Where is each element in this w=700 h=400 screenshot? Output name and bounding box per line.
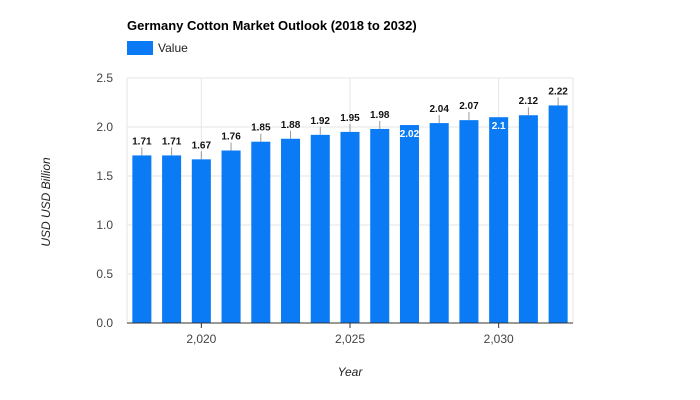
data-label: 2.07 xyxy=(459,101,479,112)
chart-title: Germany Cotton Market Outlook (2018 to 2… xyxy=(127,18,417,33)
x-axis-title: Year xyxy=(338,365,364,379)
y-tick-label: 0.0 xyxy=(96,316,113,330)
bars xyxy=(132,105,568,324)
axes: 0.0 0.5 1.0 1.5 2.0 2.5 2,020 2,025 2,030 xyxy=(96,71,573,346)
bar xyxy=(310,134,330,323)
data-label: 2.22 xyxy=(548,86,568,97)
x-tick-label: 2,030 xyxy=(484,332,514,346)
y-tick-label: 1.5 xyxy=(96,169,113,183)
bar xyxy=(191,159,211,323)
y-tick-label: 2.0 xyxy=(96,120,113,134)
data-label: 1.92 xyxy=(311,116,331,127)
data-label: 1.76 xyxy=(221,132,241,143)
y-tick-label: 1.0 xyxy=(96,218,113,232)
data-label: 1.67 xyxy=(192,140,212,151)
x-tick-label: 2,020 xyxy=(186,332,216,346)
bar xyxy=(162,155,182,323)
bar xyxy=(518,115,538,324)
bar xyxy=(281,138,301,323)
data-label: 1.85 xyxy=(251,123,271,134)
data-label: 1.98 xyxy=(370,110,390,121)
bar xyxy=(399,125,419,323)
data-label: 2.04 xyxy=(429,104,449,115)
y-tick-label: 2.5 xyxy=(96,71,113,85)
legend: Value xyxy=(127,41,188,55)
data-label: 2.1 xyxy=(492,121,506,132)
data-label: 1.71 xyxy=(132,136,152,147)
data-label: 2.12 xyxy=(519,96,539,107)
data-label: 1.95 xyxy=(340,113,360,124)
bar xyxy=(251,141,271,323)
bar xyxy=(429,123,449,323)
data-label: 1.88 xyxy=(281,120,301,131)
y-axis-title: USD USD Billion xyxy=(39,157,53,247)
x-tick-label: 2,025 xyxy=(335,332,365,346)
bar xyxy=(132,155,152,323)
bar xyxy=(370,128,390,323)
bar xyxy=(548,105,568,323)
bar xyxy=(459,120,479,323)
legend-label: Value xyxy=(158,41,188,55)
bar xyxy=(340,131,360,323)
data-label: 2.02 xyxy=(400,129,420,140)
bar xyxy=(489,117,509,323)
data-labels: 1.71 1.71 1.67 1.76 1.85 1.88 1.92 1.95 1.98 2.02… xyxy=(132,86,568,160)
y-tick-label: 0.5 xyxy=(96,267,113,281)
data-label: 1.71 xyxy=(162,136,182,147)
bar xyxy=(221,150,241,323)
legend-swatch xyxy=(127,41,153,55)
